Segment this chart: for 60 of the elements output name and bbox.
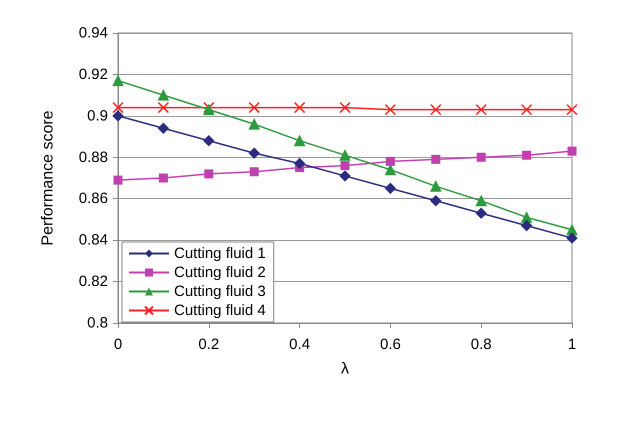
point bbox=[476, 208, 487, 219]
point bbox=[248, 118, 260, 130]
x-tick-label: 0.4 bbox=[289, 336, 310, 353]
point bbox=[158, 90, 169, 101]
point bbox=[114, 176, 122, 185]
point bbox=[112, 102, 124, 114]
y-tick-label: 0.94 bbox=[78, 24, 108, 42]
point bbox=[294, 102, 306, 114]
point bbox=[340, 150, 350, 161]
point bbox=[430, 180, 442, 192]
point bbox=[250, 167, 259, 176]
point bbox=[204, 169, 214, 178]
point bbox=[384, 182, 396, 194]
y-tick-label: 0.88 bbox=[78, 148, 108, 166]
point bbox=[566, 232, 578, 244]
point bbox=[475, 104, 487, 116]
point bbox=[294, 135, 306, 146]
point bbox=[384, 104, 396, 116]
point bbox=[340, 170, 350, 182]
y-axis-title: Performance score bbox=[40, 110, 56, 246]
legend-label: Cutting fluid 2 bbox=[174, 264, 266, 281]
x-tick-label: 0.2 bbox=[198, 336, 220, 353]
point bbox=[203, 135, 214, 146]
point bbox=[430, 195, 442, 206]
x-tick-label: 0.6 bbox=[380, 336, 401, 353]
point bbox=[520, 104, 532, 116]
point bbox=[112, 75, 124, 86]
point bbox=[431, 154, 440, 164]
x-tick-label: 0 bbox=[114, 336, 122, 353]
legend-label: Cutting fluid 1 bbox=[174, 245, 266, 262]
point bbox=[476, 195, 487, 206]
legend-label: Cutting fluid 3 bbox=[174, 283, 266, 300]
point bbox=[521, 220, 532, 232]
point bbox=[203, 104, 214, 116]
x-tick-label: 0.8 bbox=[470, 336, 492, 353]
y-tick-label: 0.9 bbox=[87, 107, 108, 124]
point bbox=[340, 161, 350, 170]
point bbox=[294, 158, 306, 169]
y-tick-label: 0.86 bbox=[78, 190, 108, 208]
x-tick-label: 1 bbox=[568, 336, 576, 353]
point bbox=[339, 102, 351, 114]
point bbox=[248, 148, 260, 159]
y-tick-label: 0.92 bbox=[78, 66, 108, 83]
legend-label: Cutting fluid 4 bbox=[174, 302, 266, 319]
point bbox=[248, 102, 260, 114]
point bbox=[158, 174, 168, 182]
point bbox=[476, 152, 486, 162]
y-tick-label: 0.82 bbox=[78, 273, 108, 290]
point bbox=[158, 122, 169, 134]
point bbox=[112, 110, 124, 122]
point bbox=[522, 150, 532, 160]
y-tick-label: 0.8 bbox=[87, 314, 108, 332]
point bbox=[430, 104, 442, 116]
y-tick-label: 0.84 bbox=[78, 232, 108, 249]
point bbox=[566, 104, 578, 116]
x-axis-title: λ bbox=[341, 360, 349, 378]
point bbox=[386, 156, 395, 166]
point bbox=[158, 102, 170, 114]
point bbox=[384, 164, 396, 176]
point bbox=[568, 146, 576, 156]
